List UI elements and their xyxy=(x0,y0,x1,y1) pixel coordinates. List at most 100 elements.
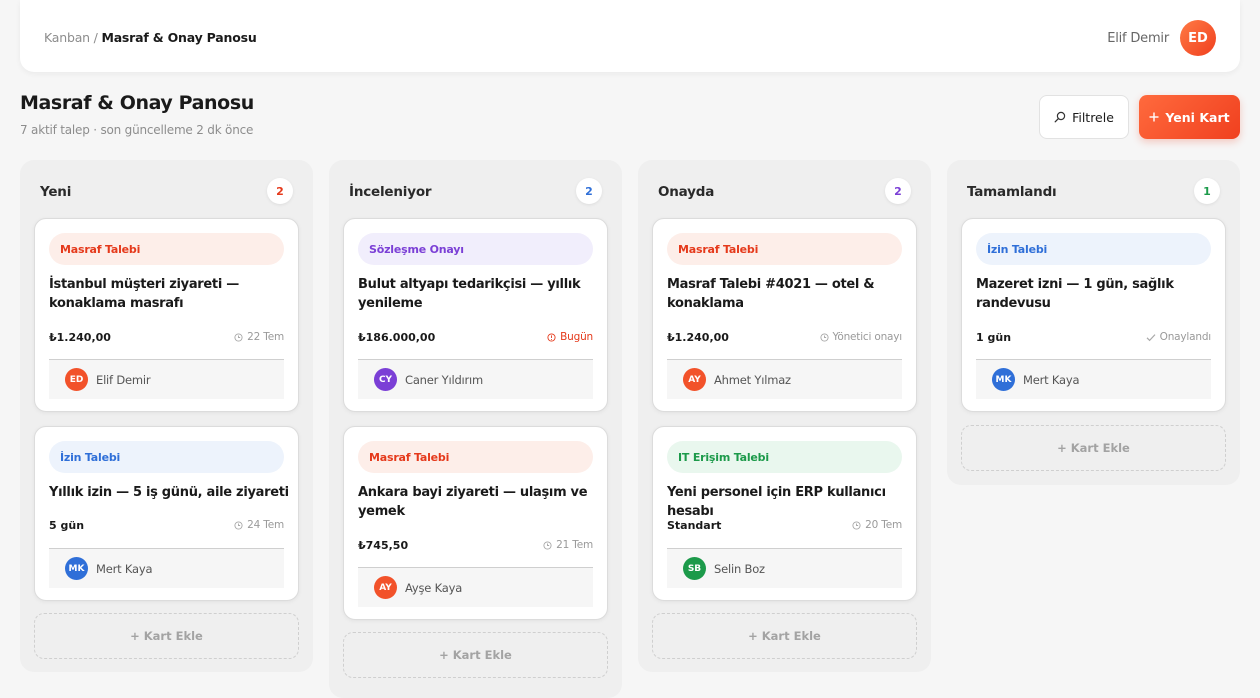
add-card-button[interactable]: + Kart Ekle xyxy=(961,425,1226,471)
column-title: İnceleniyor xyxy=(349,184,432,200)
kanban-card[interactable]: İzin Talebi Mazeret izni — 1 gün, sağlık… xyxy=(961,218,1226,412)
card-amount: ₺745,50 xyxy=(358,539,409,552)
column-count-badge: 2 xyxy=(576,178,602,204)
card-amount: ₺1.240,00 xyxy=(49,331,111,344)
clock-icon xyxy=(852,520,861,530)
avatar: SB xyxy=(683,557,706,580)
clock-icon xyxy=(819,332,829,342)
avatar: ED xyxy=(65,368,88,391)
card-amount: ₺186.000,00 xyxy=(358,331,436,344)
card-tag: Masraf Talebi xyxy=(49,233,284,265)
clock-icon xyxy=(234,520,243,530)
card-tag: IT Erişim Talebi xyxy=(667,441,902,473)
avatar: MK xyxy=(65,557,88,580)
card-assignee: MK Mert Kaya xyxy=(976,359,1211,399)
card-meta-text: 21 Tem xyxy=(556,539,593,551)
card-assignee: ED Elif Demir xyxy=(49,359,284,399)
user-name: Elif Demir xyxy=(1107,30,1169,46)
kanban-card[interactable]: IT Erişim Talebi Yeni personel için ERP … xyxy=(652,426,917,601)
card-assignee: CY Caner Yıldırım xyxy=(358,359,593,399)
card-title: Bulut altyapı tedarikçisi — yıllık yenil… xyxy=(358,277,581,311)
user-menu[interactable]: Elif Demir ED xyxy=(1107,20,1216,56)
column-title: Onayda xyxy=(658,184,715,200)
card-assignee: MK Mert Kaya xyxy=(49,548,284,588)
card-tag: Masraf Talebi xyxy=(358,441,593,473)
add-card-button[interactable]: + Kart Ekle xyxy=(343,632,608,678)
breadcrumb-current: Masraf & Onay Panosu xyxy=(101,30,257,45)
card-tag: İzin Talebi xyxy=(976,233,1211,265)
card-title: İstanbul müşteri ziyareti — konaklama ma… xyxy=(49,277,239,311)
filter-label: Filtrele xyxy=(1072,109,1114,125)
card-amount: Standart xyxy=(667,519,722,532)
card-title: Mazeret izni — 1 gün, sağlık randevusu xyxy=(976,277,1174,311)
assignee-name: Selin Boz xyxy=(714,561,765,576)
check-icon xyxy=(1146,333,1156,341)
assignee-name: Mert Kaya xyxy=(96,561,153,576)
column-count-badge: 1 xyxy=(1194,178,1220,204)
card-assignee: AY Ayşe Kaya xyxy=(358,567,593,607)
card-tag: Masraf Talebi xyxy=(667,233,902,265)
card-meta-text: Yönetici onayı xyxy=(832,331,903,343)
clock-icon xyxy=(543,540,552,550)
card-title: Masraf Talebi #4021 — otel & konaklama xyxy=(667,277,875,311)
card-title: Yıllık izin — 5 iş günü, aile ziyareti xyxy=(49,485,289,500)
kanban-card[interactable]: İzin Talebi Yıllık izin — 5 iş günü, ail… xyxy=(34,426,299,601)
card-amount: 5 gün xyxy=(49,519,85,532)
card-meta: 21 Tem xyxy=(543,539,593,551)
card-amount: 1 gün xyxy=(976,331,1012,344)
clock-icon xyxy=(234,332,243,342)
breadcrumb-root[interactable]: Kanban / xyxy=(44,30,98,45)
assignee-name: Ayşe Kaya xyxy=(405,580,463,595)
avatar: AY xyxy=(683,368,706,391)
card-meta: 24 Tem xyxy=(234,519,284,531)
top-bar: Kanban / Masraf & Onay Panosu Elif Demir… xyxy=(20,0,1240,72)
column-title: Yeni xyxy=(40,184,72,200)
card-meta-text: 22 Tem xyxy=(247,331,284,343)
card-meta: 20 Tem xyxy=(852,519,902,531)
assignee-name: Elif Demir xyxy=(96,372,151,387)
card-tag: İzin Talebi xyxy=(49,441,284,473)
search-icon xyxy=(1054,111,1066,123)
avatar: AY xyxy=(374,576,397,599)
card-meta: 22 Tem xyxy=(234,331,284,343)
plus-icon xyxy=(1149,112,1159,122)
card-amount: ₺1.240,00 xyxy=(667,331,729,344)
card-meta: Bugün xyxy=(547,331,593,343)
column-onayda: Onayda 2 Masraf Talebi Masraf Talebi #40… xyxy=(638,160,931,672)
kanban-card[interactable]: Masraf Talebi Ankara bayi ziyareti — ula… xyxy=(343,426,608,620)
assignee-name: Ahmet Yılmaz xyxy=(714,372,791,387)
card-assignee: AY Ahmet Yılmaz xyxy=(667,359,902,399)
card-meta-text: 24 Tem xyxy=(247,519,284,531)
new-card-label: Yeni Kart xyxy=(1165,109,1230,125)
kanban-card[interactable]: Masraf Talebi Masraf Talebi #4021 — otel… xyxy=(652,218,917,412)
card-meta: Yönetici onayı xyxy=(819,331,903,343)
avatar[interactable]: ED xyxy=(1180,20,1216,56)
assignee-name: Mert Kaya xyxy=(1023,372,1080,387)
add-card-button[interactable]: + Kart Ekle xyxy=(34,613,299,659)
card-meta-text: 20 Tem xyxy=(865,519,902,531)
column-count-badge: 2 xyxy=(267,178,293,204)
card-assignee: SB Selin Boz xyxy=(667,548,902,588)
card-title: Ankara bayi ziyareti — ulaşım ve yemek xyxy=(358,485,588,519)
kanban-card[interactable]: Sözleşme Onayı Bulut altyapı tedarikçisi… xyxy=(343,218,608,412)
column-count-badge: 2 xyxy=(885,178,911,204)
avatar: CY xyxy=(374,368,397,391)
filter-button[interactable]: Filtrele xyxy=(1039,95,1129,139)
breadcrumb: Kanban / Masraf & Onay Panosu xyxy=(44,30,257,45)
kanban-card[interactable]: Masraf Talebi İstanbul müşteri ziyareti … xyxy=(34,218,299,412)
column-tamamlandi: Tamamlandı 1 İzin Talebi Mazeret izni — … xyxy=(947,160,1240,485)
page-subtitle: 7 aktif talep · son güncelleme 2 dk önce xyxy=(20,123,254,137)
page-title: Masraf & Onay Panosu xyxy=(20,92,254,114)
assignee-name: Caner Yıldırım xyxy=(405,372,484,387)
add-card-button[interactable]: + Kart Ekle xyxy=(652,613,917,659)
alert-icon xyxy=(547,332,556,342)
column-yeni: Yeni 2 Masraf Talebi İstanbul müşteri zi… xyxy=(20,160,313,672)
card-title: Yeni personel için ERP kullanıcı hesabı xyxy=(667,485,886,519)
card-meta-text: Onaylandı xyxy=(1159,331,1212,343)
column-title: Tamamlandı xyxy=(967,184,1057,200)
card-meta: Onaylandı xyxy=(1146,331,1211,343)
card-tag: Sözleşme Onayı xyxy=(358,233,593,265)
card-meta-text: Bugün xyxy=(560,331,593,343)
column-inceleniyor: İnceleniyor 2 Sözleşme Onayı Bulut altya… xyxy=(329,160,622,698)
new-card-button[interactable]: Yeni Kart xyxy=(1139,95,1240,139)
